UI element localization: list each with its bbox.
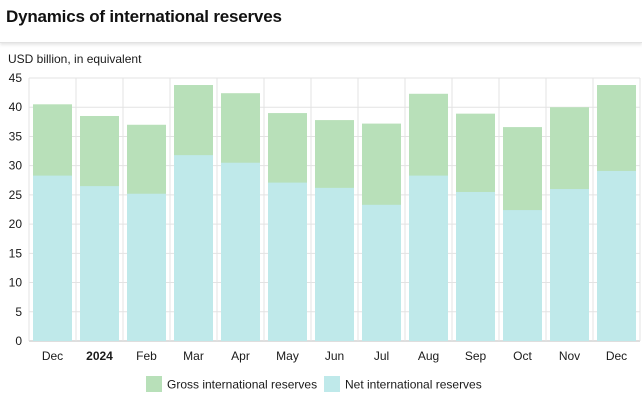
page-title: Dynamics of international reserves [6, 7, 282, 26]
title-bar: Dynamics of international reserves [0, 0, 642, 43]
y-tick-label: 35 [9, 129, 23, 143]
y-tick-label: 0 [15, 334, 22, 348]
x-tick-label: Dec [42, 349, 63, 363]
y-tick-label: 40 [9, 100, 23, 114]
y-tick-label: 15 [9, 246, 23, 260]
x-tick-label: Dec [606, 349, 627, 363]
legend-label: Net international reserves [345, 378, 482, 392]
x-tick-label: May [276, 349, 299, 363]
net-reserves-bar [597, 170, 636, 341]
net-reserves-bar [174, 155, 213, 341]
legend-swatch [324, 376, 340, 392]
net-reserves-bar [456, 191, 495, 341]
legend-net[interactable]: Net international reserves [324, 376, 482, 392]
net-reserves-bar [550, 189, 589, 341]
x-tick-label: Oct [513, 349, 532, 363]
net-reserves-bar [33, 175, 72, 341]
x-tick-label: Mar [183, 349, 204, 363]
x-tick-label: Aug [418, 349, 439, 363]
y-tick-label: 10 [9, 276, 23, 290]
legend-label: Gross international reserves [167, 378, 317, 392]
net-reserves-bar [503, 210, 542, 341]
bar-layer [33, 85, 636, 342]
x-tick-label: Nov [559, 349, 580, 363]
net-reserves-bar [221, 162, 260, 341]
y-tick-label: 20 [9, 217, 23, 231]
net-reserves-bar [127, 193, 166, 341]
net-reserves-bar [315, 187, 354, 341]
legend: Gross international reserves Net internat… [146, 376, 482, 392]
net-reserves-bar [362, 204, 401, 341]
legend-gross[interactable]: Gross international reserves [146, 376, 317, 392]
x-tick-label: Sep [465, 349, 487, 363]
x-tick-label: Jun [325, 349, 344, 363]
axis-layer: 0 5 10 15 20 25 30 35 40 45 Dec 2024 Feb Mar Apr May Jun… [9, 71, 628, 363]
net-reserves-bar [409, 175, 448, 341]
y-tick-label: 5 [15, 305, 22, 319]
y-tick-label: 25 [9, 188, 23, 202]
legend-swatch [146, 376, 162, 392]
x-tick-label: Jul [374, 349, 389, 363]
y-tick-label: 45 [9, 71, 23, 85]
y-tick-label: 30 [9, 159, 23, 173]
x-tick-label: Feb [136, 349, 157, 363]
x-tick-label: 2024 [86, 349, 113, 363]
net-reserves-bar [268, 182, 307, 341]
net-reserves-bar [80, 186, 119, 341]
x-tick-label: Apr [231, 349, 250, 363]
y-axis-unit-label: USD billion, in equivalent [8, 52, 142, 66]
